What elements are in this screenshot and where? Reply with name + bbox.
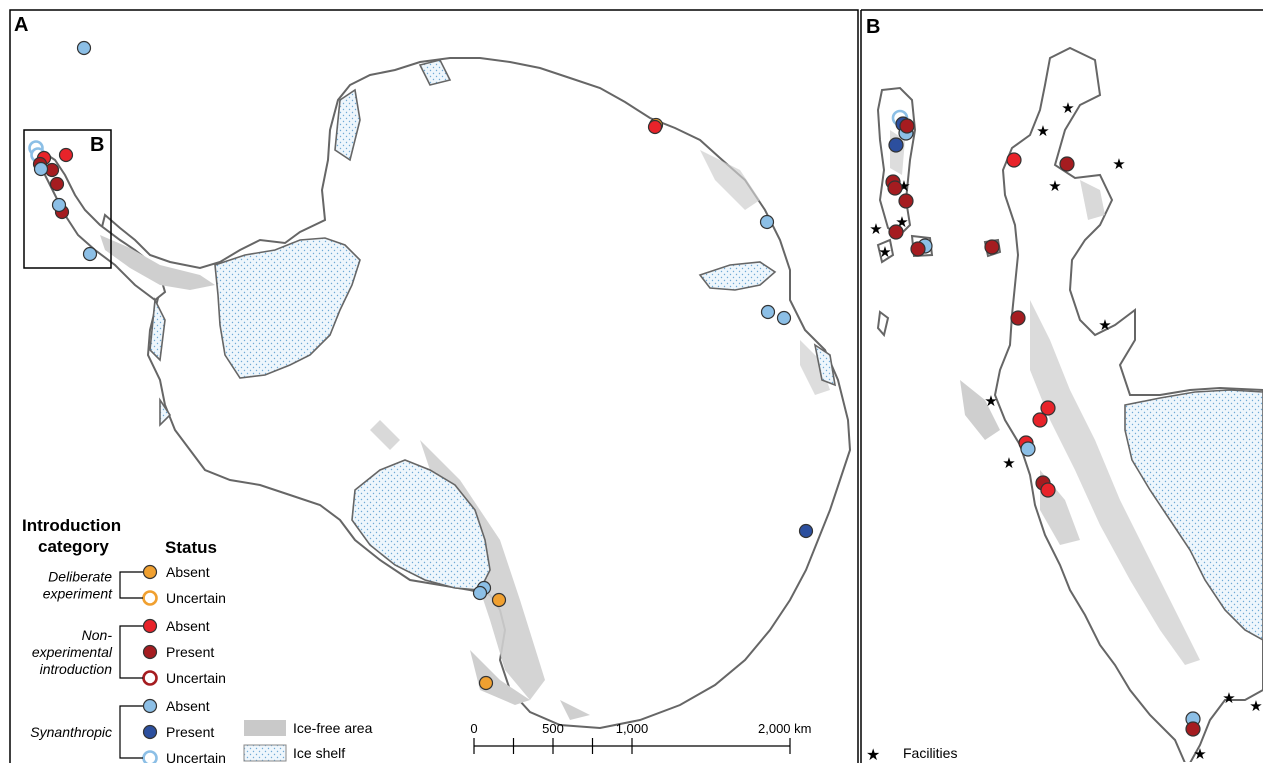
legend-item-label: Absent (166, 698, 210, 714)
map-b-site-synan-absent (1020, 441, 1036, 457)
legend-category-name: introduction (40, 661, 113, 677)
facility-star-icon: ★ (1048, 177, 1061, 195)
facility-star-icon: ★ (1249, 697, 1262, 715)
legend-item-label: Absent (166, 564, 210, 580)
scale-tick-label: 2,000 km (758, 721, 811, 736)
legend-item-label: Present (166, 644, 214, 660)
legend-category-name: experiment (43, 586, 113, 602)
scale-tick-label: 0 (470, 721, 477, 736)
legend-item-label: Uncertain (166, 670, 226, 686)
map-b-site-nonexp-present (1010, 310, 1026, 326)
legend-bracket (119, 705, 143, 759)
map-b-site-nonexp-present (984, 239, 1000, 255)
map-a-site-synan-absent (76, 40, 92, 56)
map-b-site-nonexp-present (899, 118, 915, 134)
facility-star-icon: ★ (1098, 316, 1111, 334)
ice-free-swatch (244, 720, 286, 736)
larsen-ice-shelf-b (1124, 389, 1263, 641)
scale-tick-label: 500 (542, 721, 564, 736)
legend-category-name: Non- (82, 627, 113, 643)
map-a-site-synan-absent (776, 310, 792, 326)
ronne-filchner-ice-shelf (214, 237, 361, 379)
panel-label-b: B (866, 16, 880, 38)
legend-marker-deliberate-uncertain (142, 590, 158, 606)
scale-bar: 0 500 1,000 2,000 km (470, 721, 811, 754)
map-a-site-nonexp-present (49, 176, 65, 192)
legend-title-line2: category (38, 537, 109, 556)
amery-ice-shelf (698, 261, 777, 291)
legend-category-name: Deliberate (48, 569, 112, 585)
ice-free-label: Ice-free area (293, 720, 373, 736)
map-b-site-nonexp-present (1059, 156, 1075, 172)
map-b-site-nonexp-present (888, 224, 904, 240)
sites-a (28, 40, 814, 691)
legend-item-label: Uncertain (166, 590, 226, 606)
map-b-site-nonexp-present (1185, 721, 1201, 737)
legend-marker-nonexp-absent (142, 618, 158, 634)
facility-star-icon: ★ (1002, 454, 1015, 472)
facility-star-icon: ★ (878, 243, 891, 261)
map-a-site-nonexp-absent (647, 119, 663, 135)
facilities-legend-label: Facilities (903, 745, 957, 761)
legend-marker-synan-uncertain (142, 750, 158, 763)
map-b-site-nonexp-present (898, 193, 914, 209)
legend-title-line1: Introduction (22, 516, 121, 535)
map-a-site-synan-absent (51, 197, 67, 213)
legend-item-label: Uncertain (166, 750, 226, 763)
inset-box-b (23, 129, 112, 269)
map-b-site-nonexp-absent (1032, 412, 1048, 428)
panel-a-frame (9, 9, 859, 763)
legend-item-label: Present (166, 724, 214, 740)
legend-marker-nonexp-present (142, 644, 158, 660)
map-a-site-synan-absent (760, 304, 776, 320)
map-a-site-synan-present (798, 523, 814, 539)
map-b-site-nonexp-present (887, 180, 903, 196)
map-a-site-synan-absent (759, 214, 775, 230)
legend-marker-deliberate-absent (142, 564, 158, 580)
legend-marker-synan-present (142, 724, 158, 740)
panel-a-map: B (23, 40, 852, 730)
facility-star-icon: ★ (1036, 122, 1049, 140)
facility-star-icon: ★ (1112, 155, 1125, 173)
ice-shelf-swatch (243, 744, 287, 762)
legend-item-label: Absent (166, 618, 210, 634)
ice-shelves-a (149, 59, 837, 591)
legend-status-title: Status (165, 538, 217, 557)
legend-marker-nonexp-uncertain (142, 670, 158, 686)
map-b-site-nonexp-present (910, 241, 926, 257)
panel-b-map: ★★★★★★★★★★★★ ★★ (869, 46, 1263, 763)
sites-b (885, 109, 1201, 737)
facility-star-icon: ★ (869, 220, 882, 238)
legend-category-name: experimental (32, 644, 113, 660)
facilities-legend-star: ★ (866, 747, 880, 763)
map-b-site-nonexp-absent (1040, 400, 1056, 416)
panel-label-a: A (14, 14, 28, 36)
scale-tick-label: 1,000 (616, 721, 649, 736)
map-b-site-nonexp-absent (1040, 482, 1056, 498)
map-b-site-nonexp-absent (1006, 152, 1022, 168)
map-a-site-deliberate-absent (478, 675, 494, 691)
map-b-site-synan-present (888, 137, 904, 153)
antarctica-continent (98, 57, 852, 730)
legend-bracket (119, 625, 143, 679)
legend-marker-synan-absent (142, 698, 158, 714)
ross-ice-shelf (351, 459, 491, 591)
map-a-site-synan-absent (472, 585, 488, 601)
map-a-site-synan-absent (33, 161, 49, 177)
legend-category-name: Synanthropic (30, 724, 112, 740)
map-a-site-deliberate-absent (491, 592, 507, 608)
inset-label-b: B (90, 134, 104, 156)
map-a-site-nonexp-absent (58, 147, 74, 163)
map-a-site-synan-absent (82, 246, 98, 262)
facility-star-icon: ★ (984, 392, 997, 410)
facility-star-icon: ★ (1193, 745, 1206, 763)
facility-star-icon: ★ (1061, 99, 1074, 117)
legend: Introduction category Status Absent Uncer… (22, 516, 373, 763)
facility-star-icon: ★ (1222, 689, 1235, 707)
ice-shelf-label: Ice shelf (293, 745, 345, 761)
legend-bracket (119, 571, 143, 599)
